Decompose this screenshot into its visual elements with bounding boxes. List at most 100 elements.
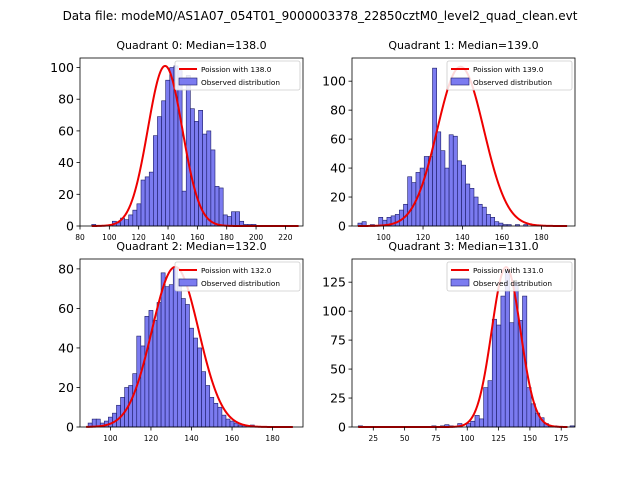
histogram-bar [496, 324, 502, 428]
y-tick-label: 20 [330, 190, 346, 205]
histogram-bar [407, 176, 413, 227]
y-ticks: 0 20 40 60 80 [58, 261, 80, 435]
histogram-bar [124, 219, 130, 227]
histogram-bar [235, 211, 240, 227]
axes-spine [351, 57, 576, 227]
histogram-bar [206, 130, 212, 227]
legend: Poission with 131.0 Observed distributio… [446, 261, 573, 292]
histogram-bar [144, 316, 150, 428]
x-tick-label: 125 [491, 434, 506, 443]
legend-box [174, 261, 301, 292]
legend: Poission with 138.0 Observed distributio… [174, 60, 301, 91]
y-tick-label: 40 [58, 340, 74, 355]
x-tick-label: 100 [376, 233, 391, 242]
legend-hist-label: Observed distribution [473, 279, 552, 288]
y-tick-label: 50 [330, 362, 346, 377]
histogram-bar [487, 380, 493, 428]
legend-box [446, 60, 573, 91]
y-tick-label: 60 [58, 301, 74, 316]
histogram-bar [500, 295, 506, 428]
histogram-bar [478, 418, 484, 428]
x-tick-label: 150 [523, 434, 538, 443]
histogram-bar [498, 222, 504, 227]
x-ticks: 80 100 120 140 160 180 200 220 [75, 226, 293, 242]
histogram-bar [477, 203, 483, 227]
histogram-bar [221, 414, 227, 428]
x-tick-label: 50 [400, 434, 410, 443]
histogram-bar [494, 221, 500, 227]
histogram-bar [185, 304, 190, 428]
histogram-bar [132, 209, 138, 227]
figure-suptitle: Data file: modeM0/AS1A07_054T01_90000033… [63, 9, 578, 23]
histogram-bar [436, 131, 442, 227]
histogram-bar [233, 422, 239, 428]
x-tick-label: 200 [249, 233, 264, 242]
legend-hist-label: Observed distribution [201, 279, 280, 288]
axes-spine [79, 57, 304, 227]
x-tick-label: 160 [190, 233, 205, 242]
histogram-bar [153, 135, 158, 227]
histogram-bar [209, 397, 215, 428]
legend-hist-swatch [178, 77, 198, 86]
legend-hist-swatch [450, 278, 470, 287]
histogram-bar [169, 67, 175, 227]
histogram-bar [448, 134, 454, 227]
histogram-bar [461, 164, 466, 227]
histogram-bar [473, 196, 479, 227]
y-tick-label: 0 [66, 420, 74, 435]
histogram-bar [160, 272, 166, 428]
x-tick-label: 180 [220, 233, 235, 242]
histogram-bar [227, 216, 232, 227]
x-tick-label: 80 [75, 233, 85, 242]
histogram-bar [452, 135, 458, 227]
x-tick-label: 175 [554, 434, 569, 443]
x-tick-label: 140 [161, 233, 176, 242]
histogram-bar [168, 284, 174, 428]
x-ticks: 100 120 140 160 180 [103, 427, 280, 443]
histogram-bar [444, 167, 450, 227]
subplot-1: Quadrant 1: Median=139.0 100 120 140 160 180… [322, 39, 576, 242]
histogram-bar [201, 371, 206, 428]
x-tick-label: 25 [369, 434, 379, 443]
y-tick-label: 100 [322, 74, 346, 89]
histogram-bar [136, 203, 142, 227]
x-tick-label: 100 [460, 434, 475, 443]
legend: Poission with 139.0 Observed distributio… [446, 60, 573, 91]
histogram-bar [470, 420, 476, 428]
histogram-bar [152, 319, 158, 428]
x-tick-label: 220 [278, 233, 293, 242]
histogram-bar [465, 183, 471, 227]
histogram-bar [483, 387, 489, 428]
histogram-bar [148, 171, 154, 227]
legend-curve-label: Poission with 138.0 [201, 65, 272, 74]
histogram-bars [357, 67, 529, 227]
x-ticks: 25 50 75 100 125 150 175 [369, 427, 569, 443]
x-tick-label: 140 [455, 233, 470, 242]
legend-hist-label: Observed distribution [473, 78, 552, 87]
y-tick-label: 25 [330, 391, 346, 406]
histogram-bar [193, 337, 198, 428]
histogram-bar [140, 179, 146, 227]
histogram-bar [229, 420, 235, 428]
y-tick-label: 60 [330, 132, 346, 147]
histogram-bar [181, 298, 186, 428]
x-tick-label: 160 [495, 233, 510, 242]
histogram-bar [491, 318, 497, 428]
histogram-bar [205, 385, 211, 428]
x-tick-label: 100 [102, 233, 117, 242]
histogram-bar [161, 100, 166, 227]
histogram-bars [357, 270, 575, 428]
y-tick-label: 0 [338, 219, 346, 234]
histogram-bar [197, 347, 202, 428]
y-ticks: 0 20 40 60 80 100 [50, 60, 80, 234]
histogram-bar [177, 70, 183, 227]
histogram-bar [218, 187, 224, 227]
x-tick-label: 180 [265, 434, 280, 443]
axes-frame [351, 57, 576, 227]
x-ticks: 100 120 140 160 180 [376, 226, 549, 242]
histogram-bar [164, 286, 170, 428]
x-tick-label: 120 [144, 434, 159, 443]
y-tick-label: 100 [50, 60, 74, 75]
axes-frame [351, 258, 576, 428]
